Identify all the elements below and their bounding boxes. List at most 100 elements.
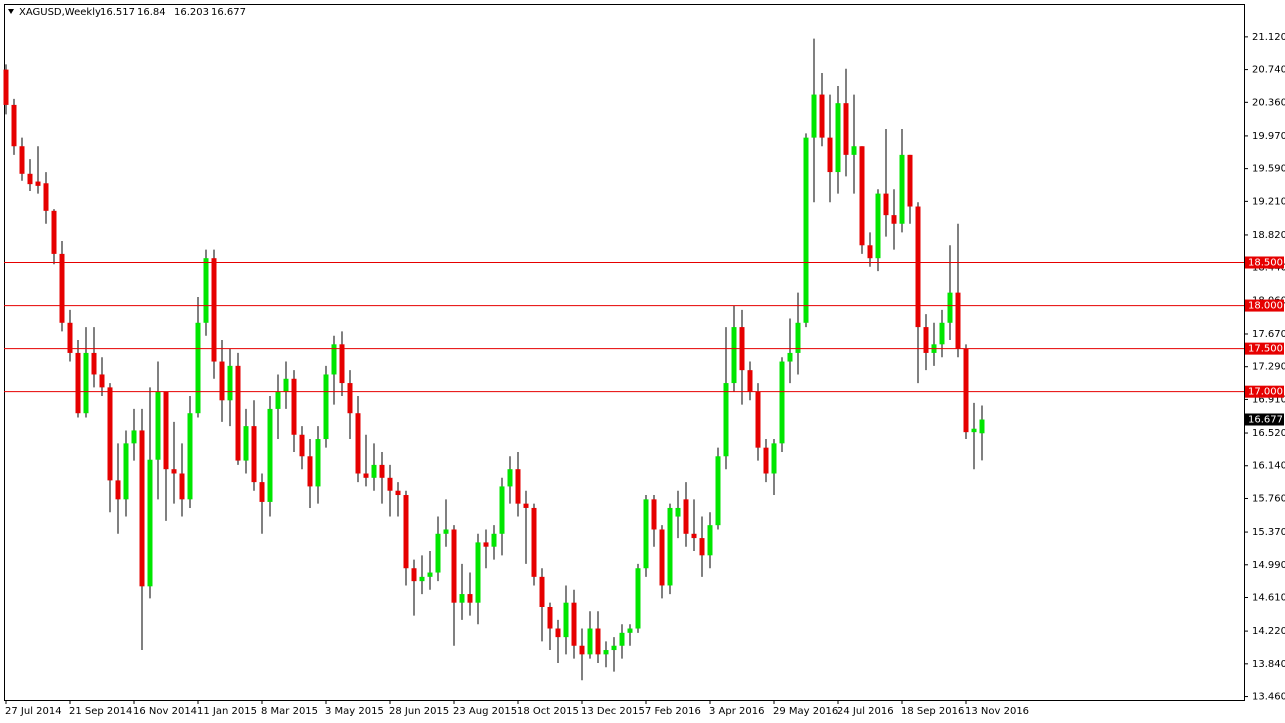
- level-tag: [1245, 299, 1284, 312]
- candle-body: [475, 542, 481, 603]
- y-tick-label: 15.370: [1252, 527, 1285, 538]
- candle-body: [203, 258, 209, 323]
- candle-body: [483, 542, 489, 547]
- candle-body: [627, 628, 633, 633]
- candle-body: [859, 146, 865, 246]
- candle-body: [139, 430, 145, 587]
- candle-body: [491, 533, 497, 547]
- candle-body: [691, 533, 697, 539]
- candle-body: [467, 594, 473, 603]
- candle-body: [523, 503, 529, 508]
- candle-body: [507, 469, 513, 487]
- candle-body: [43, 183, 49, 211]
- candle-body: [195, 322, 201, 414]
- level-tag: [1245, 342, 1284, 355]
- candle-body: [643, 499, 649, 569]
- candle-body: [659, 529, 665, 586]
- candle-body: [603, 650, 609, 655]
- y-tick-label: 20.360: [1252, 97, 1285, 108]
- candle-body: [331, 344, 337, 375]
- candle-body: [291, 378, 297, 435]
- y-tick-label: 17.290: [1252, 362, 1285, 373]
- chart-title: XAGUSD,Weekly: [19, 7, 101, 18]
- candle-body: [171, 469, 177, 474]
- candle-body: [891, 215, 897, 224]
- x-tick-label: 16 Nov 2014: [133, 706, 197, 717]
- header-close: 16.677: [211, 7, 246, 18]
- x-tick-label: 13 Dec 2015: [581, 706, 645, 717]
- candle-body: [747, 370, 753, 392]
- x-tick-label: 11 Jan 2015: [197, 706, 257, 717]
- candle-body: [67, 322, 73, 353]
- candle-body: [163, 391, 169, 470]
- menu-arrow[interactable]: [8, 9, 14, 14]
- candle-body: [579, 645, 585, 655]
- candle-body: [267, 408, 273, 502]
- x-tick-label: 21 Sep 2014: [69, 706, 132, 717]
- candle-body: [843, 103, 849, 155]
- candle-body: [283, 378, 289, 392]
- candle-body: [243, 426, 249, 461]
- candle-body: [915, 206, 921, 328]
- candle-body: [811, 94, 817, 138]
- candle-body: [355, 413, 361, 474]
- candle-body: [3, 69, 9, 105]
- candle-body: [363, 473, 369, 478]
- x-tick-label: 28 Jun 2015: [389, 706, 449, 717]
- candle-body: [131, 430, 137, 444]
- candle-body: [923, 327, 929, 353]
- candle-body: [123, 443, 129, 500]
- candle-body: [299, 434, 305, 457]
- y-tick-label: 13.460: [1252, 692, 1285, 703]
- candle-body: [907, 154, 913, 207]
- candle-body: [763, 447, 769, 474]
- candle-body: [547, 606, 553, 629]
- candle-body: [259, 482, 265, 502]
- x-tick-label: 18 Sep 2016: [901, 706, 964, 717]
- y-tick-label: 16.910: [1252, 394, 1285, 405]
- candle-body: [315, 439, 321, 487]
- header-open: 16.517: [100, 7, 135, 18]
- candle-body: [347, 383, 353, 414]
- candle-body: [595, 628, 601, 655]
- candle-body: [339, 344, 345, 384]
- y-tick-label: 16.140: [1252, 461, 1285, 472]
- x-tick-label: 18 Oct 2015: [517, 706, 579, 717]
- y-tick-label: 21.120: [1252, 32, 1285, 43]
- candle-body: [155, 391, 161, 460]
- candle-body: [723, 383, 729, 457]
- candle-body: [539, 576, 545, 607]
- candle-body: [651, 499, 657, 530]
- candle-body: [787, 352, 793, 362]
- candle-body: [379, 464, 385, 478]
- candle-body: [555, 628, 561, 638]
- candle-body: [227, 365, 233, 401]
- level-label: 17.500: [1248, 344, 1283, 355]
- y-tick-label: 19.210: [1252, 196, 1285, 207]
- y-tick-label: 16.520: [1252, 428, 1285, 439]
- candle-body: [395, 490, 401, 496]
- candle-body: [411, 568, 417, 582]
- candle-body: [235, 365, 241, 461]
- candle-body: [635, 568, 641, 629]
- candle-body: [35, 181, 41, 186]
- candle-body: [251, 426, 257, 483]
- candle-body: [683, 499, 689, 534]
- candle-body: [435, 533, 441, 573]
- candle-body: [563, 602, 569, 638]
- candle-body: [427, 572, 433, 577]
- level-label: 17.000: [1248, 387, 1283, 398]
- level-label: 18.500: [1248, 258, 1283, 269]
- candle-body: [499, 486, 505, 534]
- x-tick-label: 24 Jul 2016: [837, 706, 894, 717]
- candle-body: [771, 443, 777, 474]
- candle-body: [59, 253, 65, 323]
- candle-body: [883, 193, 889, 216]
- candle-body: [667, 507, 673, 586]
- candle-body: [979, 419, 985, 434]
- x-tick-label: 29 May 2016: [773, 706, 838, 717]
- y-tick-label: 15.760: [1252, 493, 1285, 504]
- candle-body: [755, 391, 761, 448]
